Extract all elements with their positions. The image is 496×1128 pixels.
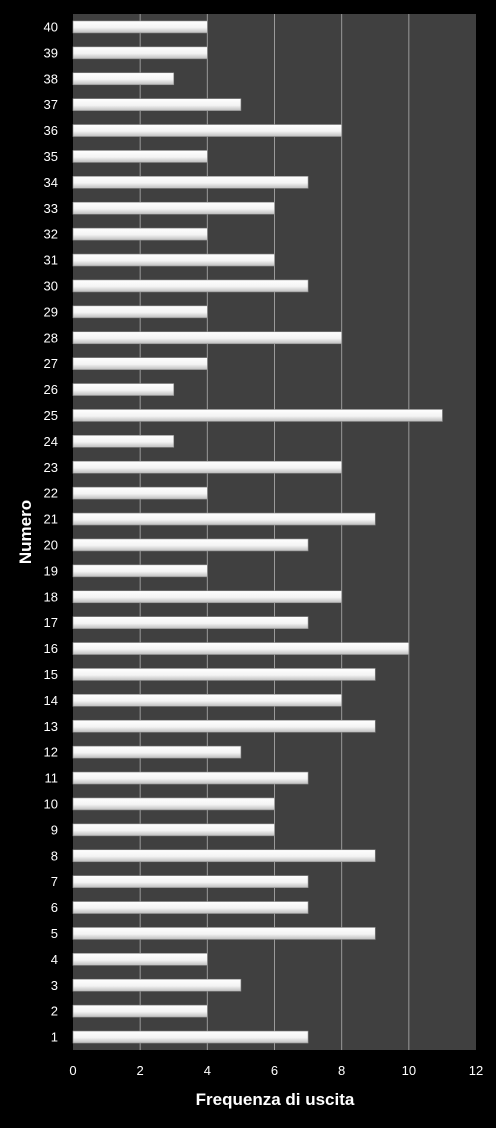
bar-5 <box>72 927 376 940</box>
bar-35 <box>72 150 208 163</box>
bar-26 <box>72 383 175 396</box>
bar-25 <box>72 409 443 422</box>
bar-11 <box>72 771 309 785</box>
bar-2 <box>72 1004 208 1018</box>
x-tick-label: 6 <box>271 1063 278 1078</box>
bar-29 <box>72 305 208 319</box>
bar-39 <box>72 46 208 60</box>
y-tick-label: 25 <box>44 408 58 423</box>
bar-37 <box>72 98 242 111</box>
y-tick-label: 33 <box>44 201 58 216</box>
bar-27 <box>72 357 208 370</box>
y-tick-label: 8 <box>51 848 58 863</box>
y-tick-label: 22 <box>44 486 58 501</box>
bar-13 <box>72 719 376 733</box>
x-tick-label: 2 <box>137 1063 144 1078</box>
x-tick-label: 10 <box>402 1063 416 1078</box>
y-tick-label: 13 <box>44 719 58 734</box>
y-tick-label: 11 <box>45 771 59 786</box>
bar-10 <box>72 797 275 811</box>
y-tick-labels: 1234567891011121314151617181920212223242… <box>44 19 58 1044</box>
bar-3 <box>72 978 242 992</box>
y-tick-label: 16 <box>44 641 58 656</box>
bar-32 <box>72 227 208 241</box>
bar-18 <box>72 590 342 604</box>
bar-24 <box>72 435 175 448</box>
bar-16 <box>72 642 410 655</box>
y-tick-label: 19 <box>44 563 58 578</box>
bar-23 <box>72 460 342 474</box>
y-tick-label: 23 <box>44 460 58 475</box>
y-tick-label: 12 <box>44 745 58 760</box>
y-tick-label: 9 <box>51 822 58 837</box>
y-tick-label: 10 <box>44 796 58 811</box>
y-tick-label: 40 <box>44 19 58 34</box>
y-tick-label: 37 <box>44 97 58 112</box>
bar-15 <box>72 668 376 681</box>
y-tick-label: 35 <box>44 149 58 164</box>
bar-14 <box>72 694 342 707</box>
y-tick-label: 1 <box>51 1030 58 1045</box>
y-tick-label: 38 <box>44 71 58 86</box>
y-tick-label: 32 <box>44 227 58 242</box>
y-tick-label: 36 <box>44 123 58 138</box>
y-tick-label: 26 <box>44 382 58 397</box>
bar-28 <box>72 331 342 345</box>
y-tick-label: 28 <box>44 330 58 345</box>
y-tick-label: 17 <box>44 615 58 630</box>
x-tick-label: 4 <box>204 1063 211 1078</box>
y-tick-label: 39 <box>44 45 58 60</box>
y-tick-label: 14 <box>44 693 58 708</box>
bar-8 <box>72 849 376 863</box>
y-tick-label: 29 <box>44 304 58 319</box>
y-tick-label: 3 <box>51 978 58 993</box>
x-tick-label: 0 <box>69 1063 76 1078</box>
bar-38 <box>72 72 175 86</box>
y-tick-label: 21 <box>44 512 58 527</box>
x-axis-label: Frequenza di uscita <box>196 1090 355 1109</box>
y-tick-label: 18 <box>44 589 58 604</box>
y-tick-label: 27 <box>44 356 58 371</box>
y-tick-label: 20 <box>44 537 58 552</box>
y-tick-label: 34 <box>44 175 58 190</box>
y-tick-label: 4 <box>51 952 58 967</box>
bar-21 <box>72 512 376 526</box>
bar-40 <box>72 20 208 34</box>
bar-4 <box>72 953 208 966</box>
y-tick-label: 31 <box>44 253 58 268</box>
x-tick-labels: 0 2 4 6 8 10 12 <box>69 1063 483 1078</box>
bar-12 <box>72 745 242 759</box>
bar-36 <box>72 124 342 137</box>
bar-9 <box>72 823 275 837</box>
bar-33 <box>72 201 275 215</box>
x-tick-label: 8 <box>338 1063 345 1078</box>
y-tick-label: 7 <box>51 874 58 889</box>
bars <box>72 20 443 1044</box>
bar-31 <box>72 253 275 267</box>
bar-6 <box>72 901 309 914</box>
bar-22 <box>72 486 208 500</box>
y-tick-label: 2 <box>51 1004 58 1019</box>
x-tick-label: 12 <box>469 1063 483 1078</box>
bar-19 <box>72 564 208 578</box>
bar-7 <box>72 875 309 888</box>
bar-1 <box>72 1030 309 1044</box>
y-tick-label: 24 <box>44 434 58 449</box>
bar-20 <box>72 538 309 552</box>
y-tick-label: 15 <box>44 667 58 682</box>
y-tick-label: 30 <box>44 278 58 293</box>
y-axis-label: Numero <box>16 500 35 564</box>
bar-17 <box>72 616 309 629</box>
bar-30 <box>72 279 309 293</box>
y-tick-label: 6 <box>51 900 58 915</box>
bar-34 <box>72 176 309 189</box>
y-tick-label: 5 <box>51 926 58 941</box>
